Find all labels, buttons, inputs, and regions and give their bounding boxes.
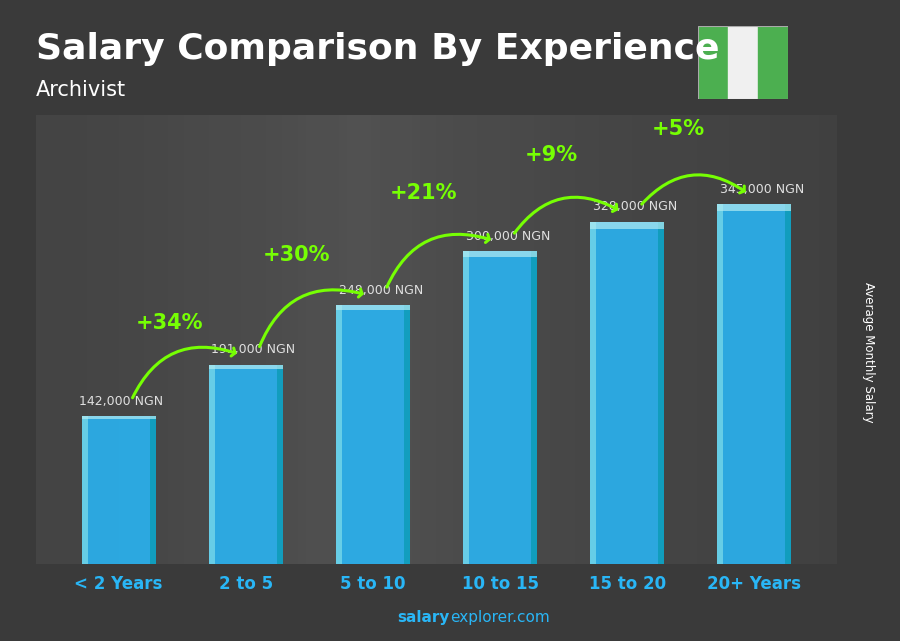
- Bar: [336, 305, 342, 564]
- Text: salary: salary: [398, 610, 450, 625]
- Bar: [277, 365, 283, 564]
- Text: 248,000 NGN: 248,000 NGN: [338, 284, 423, 297]
- Text: +9%: +9%: [525, 145, 578, 165]
- Bar: [464, 251, 469, 564]
- Bar: [82, 416, 156, 564]
- Text: +34%: +34%: [136, 313, 203, 333]
- Text: Average Monthly Salary: Average Monthly Salary: [862, 282, 875, 423]
- Bar: [717, 204, 791, 212]
- Text: Archivist: Archivist: [36, 80, 126, 100]
- Bar: [82, 416, 87, 564]
- Bar: [590, 222, 664, 564]
- Bar: [209, 365, 283, 564]
- Text: 328,000 NGN: 328,000 NGN: [593, 201, 677, 213]
- Bar: [336, 305, 410, 310]
- Text: +30%: +30%: [263, 246, 330, 265]
- Bar: [336, 305, 410, 564]
- Bar: [590, 222, 664, 229]
- Text: 142,000 NGN: 142,000 NGN: [79, 395, 164, 408]
- Bar: [717, 204, 791, 564]
- Text: 191,000 NGN: 191,000 NGN: [212, 344, 295, 356]
- Bar: [404, 305, 410, 564]
- Text: explorer.com: explorer.com: [450, 610, 550, 625]
- Bar: [658, 222, 664, 564]
- Bar: [786, 204, 791, 564]
- Text: 300,000 NGN: 300,000 NGN: [465, 229, 550, 243]
- Bar: [464, 251, 537, 257]
- Bar: [209, 365, 215, 564]
- Bar: [758, 26, 788, 99]
- Bar: [698, 26, 727, 99]
- Text: +21%: +21%: [390, 183, 457, 203]
- Bar: [464, 251, 537, 564]
- Text: Salary Comparison By Experience: Salary Comparison By Experience: [36, 32, 719, 66]
- Bar: [531, 251, 537, 564]
- Bar: [149, 416, 156, 564]
- Bar: [717, 204, 724, 564]
- Bar: [209, 365, 283, 369]
- Bar: [82, 416, 156, 419]
- Text: 345,000 NGN: 345,000 NGN: [720, 183, 805, 196]
- Bar: [590, 222, 596, 564]
- Text: +5%: +5%: [652, 119, 705, 139]
- Bar: [727, 26, 758, 99]
